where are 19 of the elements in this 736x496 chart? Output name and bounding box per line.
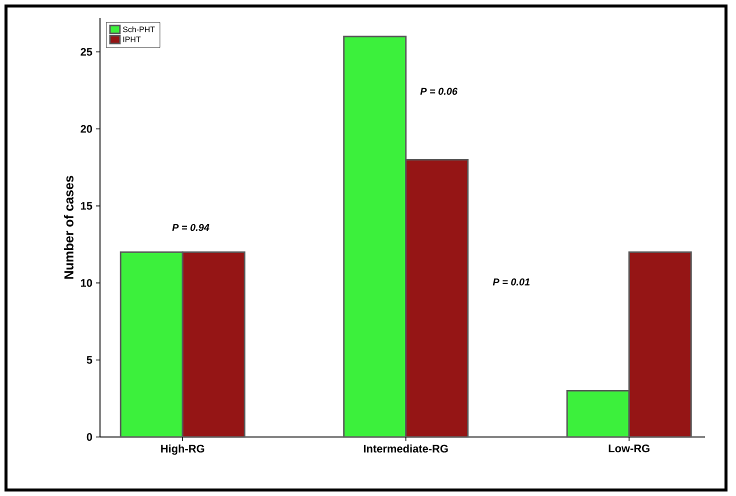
bar (343, 36, 407, 437)
bar (628, 251, 692, 437)
annotation: P = 0.06 (420, 88, 458, 95)
x-tick-label: Intermediate-RG (364, 444, 448, 453)
y-tick-label: 20 (80, 125, 92, 133)
bar (120, 251, 184, 437)
y-axis-title: Number of cases (64, 176, 74, 279)
y-tick-label: 5 (86, 356, 92, 364)
x-tick-label: Low-RG (608, 444, 650, 452)
annotation: P = 0.94 (172, 224, 210, 232)
y-tick-label: 0 (86, 433, 92, 441)
y-tick-label: 10 (80, 279, 92, 287)
bar (405, 158, 469, 437)
bar (182, 251, 246, 437)
annotation: P = 0.01 (492, 278, 530, 286)
bar (566, 390, 630, 437)
y-tick-label: 25 (80, 48, 92, 56)
x-tick-label: High-RG (161, 444, 204, 455)
y-tick-label: 15 (80, 202, 92, 210)
